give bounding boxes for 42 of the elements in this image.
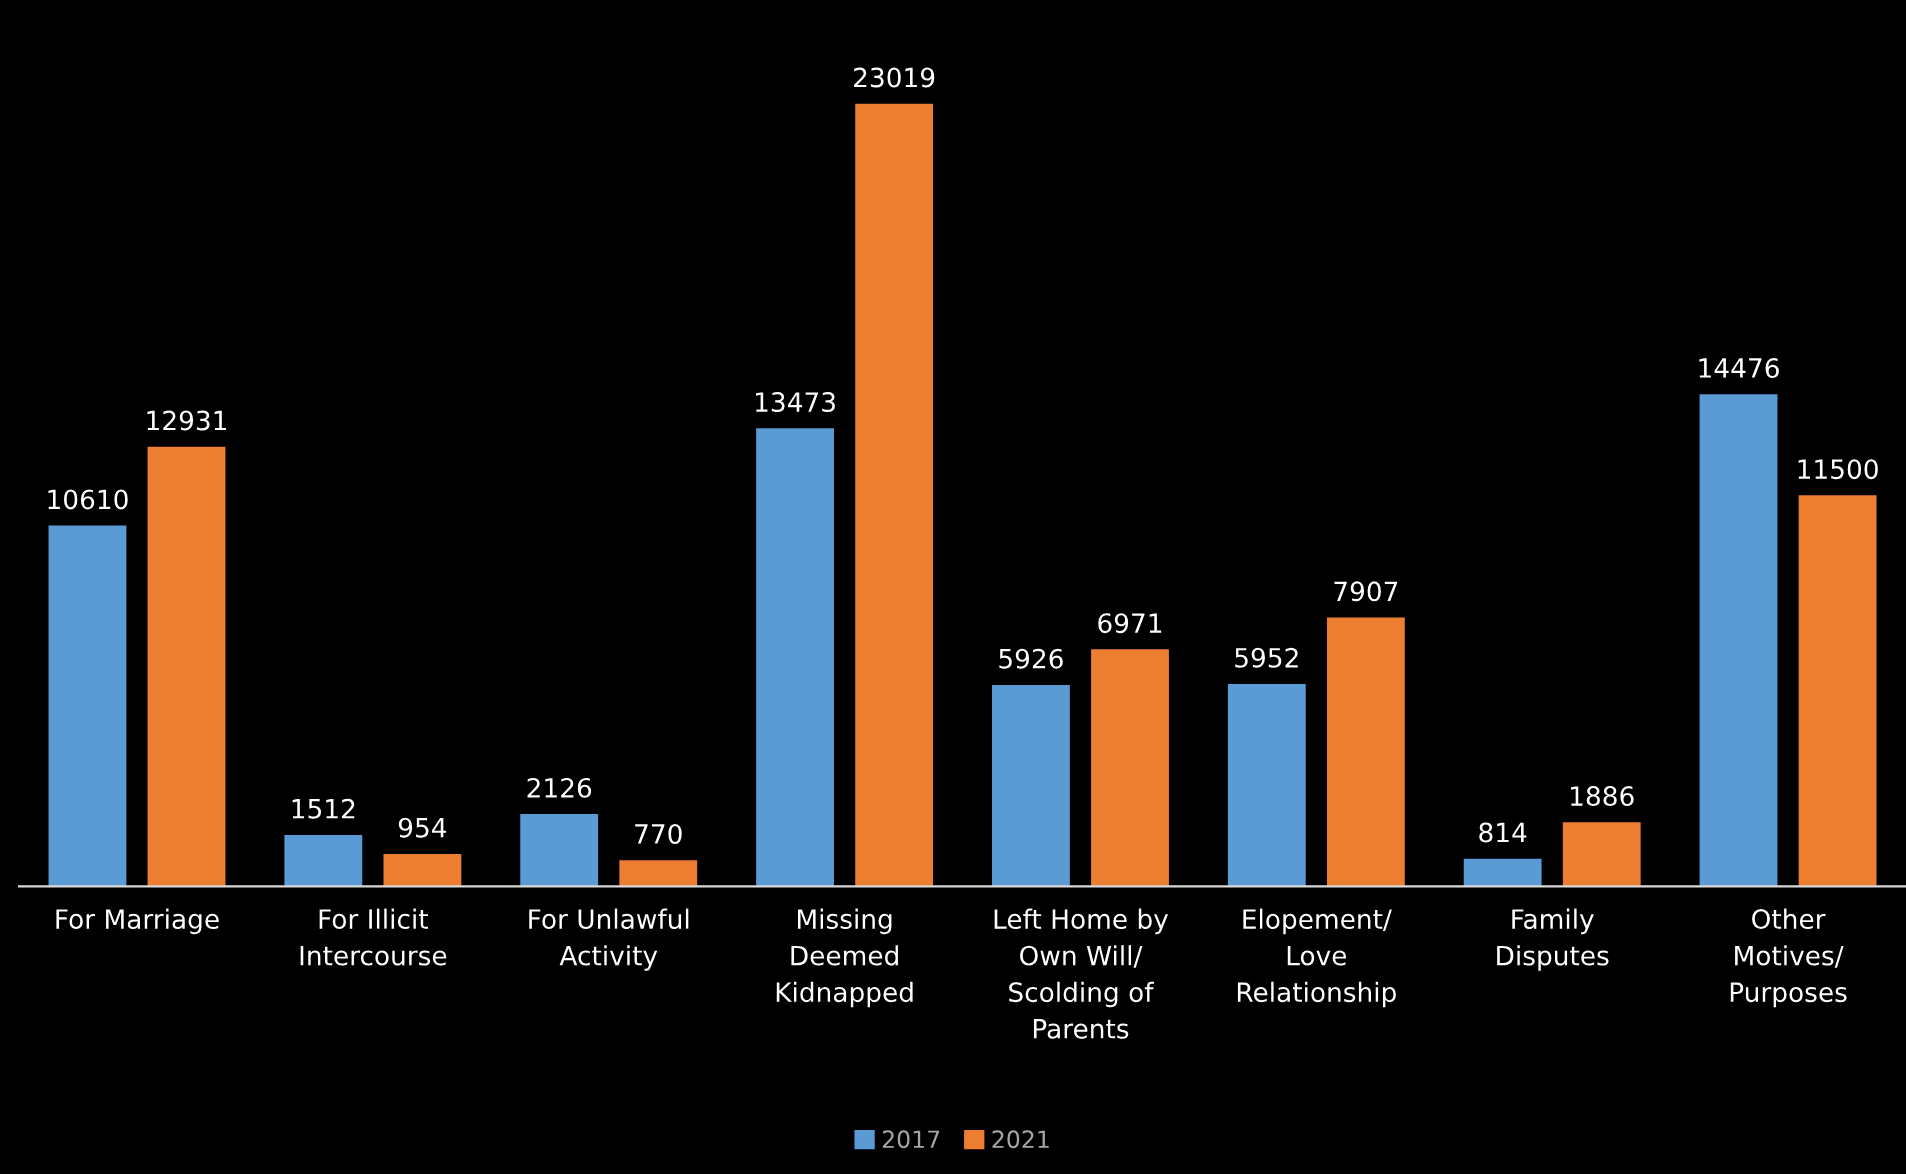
bar xyxy=(1091,649,1169,887)
bar xyxy=(756,428,834,887)
bar xyxy=(383,853,462,887)
bar xyxy=(1699,394,1778,887)
bar xyxy=(520,814,599,887)
bar xyxy=(1326,617,1405,887)
data-label: 770 xyxy=(635,824,682,844)
data-label: 7907 xyxy=(1334,581,1398,602)
x-tick-label: Family Disputes xyxy=(1497,908,1609,971)
data-label: 23019 xyxy=(854,67,935,88)
bar xyxy=(619,860,698,887)
x-tick-label: Other Motives/ Purposes xyxy=(1730,908,1847,1008)
bar xyxy=(992,684,1070,887)
x-tick-label: Elopement/ Love Relationship xyxy=(1237,908,1396,1008)
x-tick-label: For Illicit Intercourse xyxy=(300,908,447,966)
bar xyxy=(855,103,934,887)
data-label: 5926 xyxy=(999,648,1063,669)
legend-label: 2017 xyxy=(882,1130,940,1149)
bar xyxy=(1562,822,1641,887)
data-label: 14476 xyxy=(1699,357,1779,378)
bar xyxy=(1463,858,1542,887)
bar xyxy=(1227,684,1306,887)
data-label: 13473 xyxy=(755,392,835,413)
legend-label: 2021 xyxy=(992,1130,1049,1149)
bar xyxy=(147,446,226,887)
bar xyxy=(48,525,127,887)
data-label: 2126 xyxy=(527,777,592,798)
x-tick-label: For Unlawful Activity xyxy=(529,908,689,971)
data-label: 6971 xyxy=(1098,613,1162,634)
bar xyxy=(284,834,363,887)
data-label: 11500 xyxy=(1798,459,1878,480)
data-label: 12931 xyxy=(147,410,227,431)
data-label: 954 xyxy=(398,817,447,838)
data-label: 10610 xyxy=(48,489,128,510)
x-tick-label: Missing Deemed Kidnapped xyxy=(776,908,913,1008)
data-label: 5952 xyxy=(1235,647,1298,668)
x-tick-label: For Marriage xyxy=(56,908,219,935)
data-label: 814 xyxy=(1479,822,1527,843)
x-tick-label: Left Home by Own Will/ Scolding of Parents xyxy=(994,908,1169,1039)
data-label: 1886 xyxy=(1571,786,1634,807)
bar xyxy=(1798,495,1877,887)
data-label: 1512 xyxy=(292,798,355,819)
